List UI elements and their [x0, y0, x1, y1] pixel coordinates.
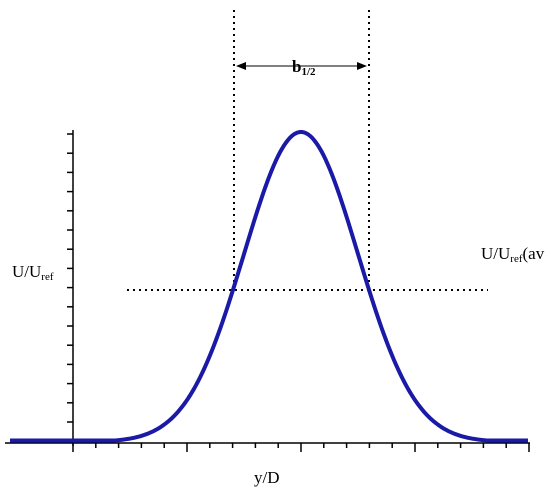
velocity-profile-curve	[10, 130, 528, 443]
x-axis-label: y/D	[254, 468, 280, 487]
x-axis-ticks	[72, 443, 530, 452]
average-velocity-label: U/Uref(avg	[481, 244, 545, 265]
y-axis-label: U/Uref	[12, 262, 54, 283]
half-width-arrowhead-left	[236, 62, 246, 70]
y-axis-ticks	[67, 133, 73, 423]
half-width-label: b1/2	[292, 57, 316, 78]
half-width-arrowhead-right	[357, 62, 367, 70]
